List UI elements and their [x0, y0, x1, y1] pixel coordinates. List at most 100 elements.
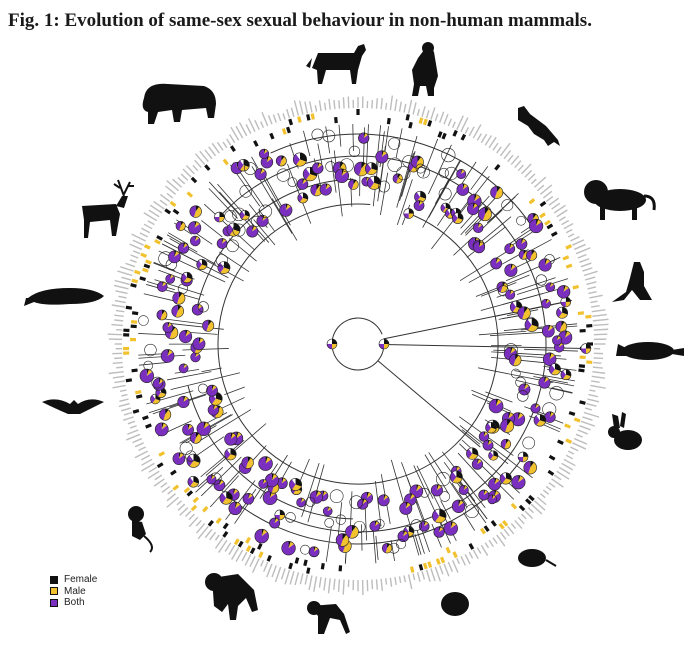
pie-slice	[198, 337, 201, 344]
ancestral-pie	[143, 360, 154, 371]
pie-slice	[170, 274, 172, 279]
tip-label	[548, 197, 560, 206]
tip-label	[443, 563, 450, 577]
tip-label	[375, 579, 379, 590]
ancestral-pie	[500, 418, 515, 433]
pie-slice	[483, 431, 486, 437]
ancestral-pie	[397, 530, 410, 543]
trait-bar	[452, 129, 458, 137]
pie-outline	[465, 504, 479, 519]
ancestral-pie	[254, 528, 269, 544]
pie-slice	[508, 412, 511, 419]
pie-slice	[510, 264, 513, 271]
ancestral-pie	[224, 448, 237, 461]
tip-label	[141, 458, 153, 466]
pie-slice	[558, 307, 563, 313]
tree-branch	[451, 482, 468, 506]
tip-label	[224, 542, 232, 552]
pie-slice	[269, 517, 280, 529]
pie-slice	[219, 212, 225, 218]
tip-label	[507, 154, 514, 163]
pie-slice	[161, 422, 164, 430]
pie-slice	[378, 494, 390, 507]
ancestral-pie	[465, 504, 479, 519]
ancestral-pie	[432, 508, 447, 524]
ancestral-pie	[156, 309, 168, 321]
pie-outline	[516, 215, 526, 226]
tree-branch	[461, 429, 481, 445]
trait-bar	[565, 438, 573, 444]
ancestral-pie	[487, 494, 497, 505]
ancestral-pie	[533, 414, 547, 427]
pie-slice	[229, 229, 240, 237]
ancestral-pie	[381, 543, 393, 554]
ancestral-pie	[309, 490, 324, 504]
tip-label	[592, 313, 607, 317]
pie-slice	[523, 451, 529, 457]
pie-slice	[259, 149, 269, 159]
pie-slice	[549, 352, 552, 360]
macaque-icon	[307, 601, 350, 634]
pie-slice	[518, 475, 521, 483]
pie-slice	[496, 257, 498, 264]
pie-slice	[169, 327, 178, 339]
pie-slice	[332, 339, 337, 344]
tip-label	[582, 267, 593, 272]
pie-slice	[505, 289, 515, 300]
pie-outline	[490, 257, 503, 270]
pie-outline	[206, 474, 217, 485]
trait-bar	[494, 163, 501, 171]
tree-branch	[361, 524, 363, 551]
pie-slice	[524, 383, 530, 390]
pie-outline	[487, 494, 497, 505]
trait-bar	[548, 454, 556, 461]
pie-slice	[408, 162, 414, 172]
pie-outline	[387, 157, 402, 172]
tip-label	[267, 115, 273, 125]
trait-bar	[294, 557, 300, 564]
pie-slice	[224, 432, 238, 446]
pie-slice	[458, 500, 464, 507]
pie-slice	[549, 353, 555, 360]
pie-slice	[544, 377, 550, 383]
pie-outline	[549, 386, 564, 401]
tip-label	[333, 578, 336, 590]
tip-label	[313, 576, 318, 592]
ancestral-pie	[296, 497, 306, 508]
ancestral-pie	[488, 398, 504, 414]
trait-bar	[143, 244, 151, 250]
pie-slice	[524, 383, 527, 390]
ancestral-pie	[258, 204, 273, 218]
pie-slice	[262, 215, 268, 221]
pie-slice	[490, 186, 497, 199]
pie-outline	[151, 376, 164, 389]
pie-outline	[488, 450, 499, 461]
tip-label	[286, 108, 291, 119]
ancestral-pie	[345, 524, 359, 539]
ancestral-pie	[296, 178, 309, 190]
pie-slice	[565, 331, 571, 338]
tree-branch	[201, 220, 223, 238]
pie-outline	[496, 281, 508, 293]
pie-slice	[452, 213, 458, 223]
ancestral-pie	[157, 281, 168, 292]
tip-label	[476, 547, 482, 554]
tip-label	[254, 119, 260, 130]
hamster-icon	[441, 592, 469, 616]
pie-slice	[157, 392, 166, 398]
pie-slice	[416, 484, 419, 492]
trait-bar	[490, 520, 497, 527]
pie-slice	[458, 499, 461, 507]
trait-bar	[572, 284, 580, 290]
trait-bar	[253, 140, 259, 147]
ancestral-pie	[289, 478, 302, 491]
pie-slice	[405, 502, 411, 509]
trait-bar	[306, 114, 311, 121]
pie-outline	[364, 162, 378, 175]
trait-bar	[132, 408, 140, 414]
trait-bar	[557, 439, 564, 445]
pie-slice	[488, 451, 494, 460]
pie-slice	[281, 477, 284, 484]
tree-branch	[374, 480, 382, 527]
tip-label	[556, 470, 570, 480]
